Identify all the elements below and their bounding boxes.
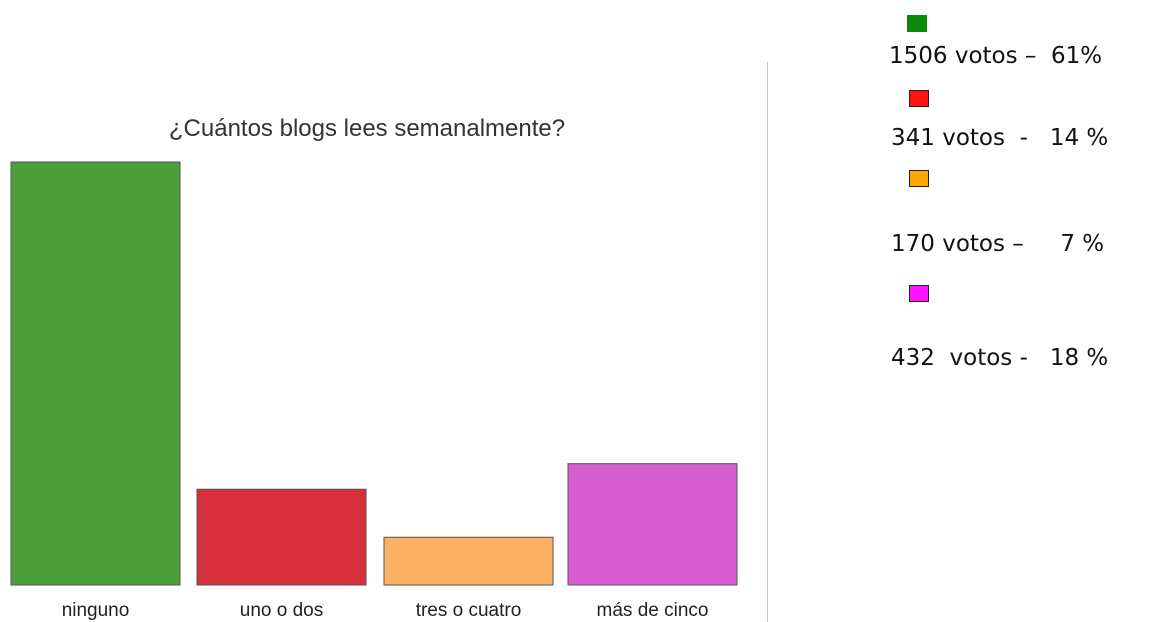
category-label: más de cinco [597,600,709,621]
category-labels-group: ninguno uno o dos tres o cuatro más de cinc… [62,600,709,621]
category-label: ninguno [62,600,130,621]
legend-label: 170 votos – 7 % [891,231,1105,257]
chart-title: ¿Cuántos blogs lees semanalmente? [169,115,565,142]
bar-más-de-cinco [567,463,738,586]
vertical-divider [767,62,768,622]
legend-swatch [909,170,929,187]
legend-swatch [909,90,929,107]
category-label: tres o cuatro [416,600,522,621]
bars-group [10,161,738,586]
legend-label: 432 votos - 18 % [891,345,1109,371]
legend-swatch [909,285,929,302]
bar-tres-o-cuatro [383,536,554,586]
legend-label: 341 votos - 14 % [891,125,1109,151]
legend-label: 1506 votos – 61% [889,43,1103,69]
category-label: uno o dos [240,600,323,621]
bar-ninguno [10,161,181,586]
bar-chart: ¿Cuántos blogs lees semanalmente? ningun… [10,115,738,621]
bar-uno-o-dos [196,488,367,586]
legend-swatch [907,15,927,32]
